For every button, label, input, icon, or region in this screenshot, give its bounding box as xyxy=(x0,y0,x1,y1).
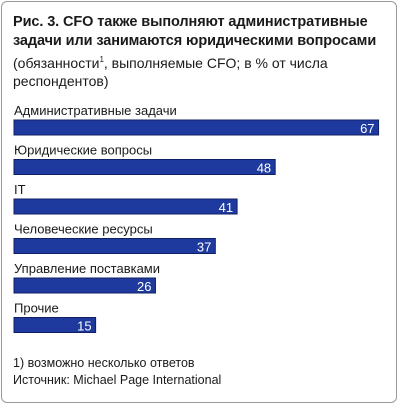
value-label: 37 xyxy=(197,240,211,255)
footnote: 1) возможно несколько ответов xyxy=(13,356,195,370)
value-label: 26 xyxy=(137,279,151,294)
value-label: 67 xyxy=(360,121,374,136)
category-label: Юридические вопросы xyxy=(14,143,152,158)
bar xyxy=(13,198,238,215)
chart-subtitle: (обязанности1, выполняемые CFO; в % от ч… xyxy=(13,51,388,90)
bar xyxy=(13,238,216,254)
source-note: Источник: Michael Page International xyxy=(13,373,222,387)
bar xyxy=(13,119,380,136)
chart-title: Рис. 3. CFO также выполняют администрати… xyxy=(13,14,377,49)
subtitle-before: (обязанности xyxy=(13,55,100,71)
category-label: Административные задачи xyxy=(14,103,177,118)
category-label: Человеческие ресурсы xyxy=(14,222,153,237)
subtitle-footnote-mark: 1 xyxy=(99,55,104,64)
category-label: IT xyxy=(14,182,26,197)
subtitle-after: , выполняемые CFO; в % от числа респонде… xyxy=(13,55,328,89)
value-label: 41 xyxy=(219,200,233,215)
value-label: 15 xyxy=(77,319,91,334)
bar xyxy=(13,317,97,333)
category-label: Прочие xyxy=(14,301,59,316)
bar xyxy=(13,159,276,175)
category-label: Управление поставками xyxy=(14,261,160,276)
value-label: 48 xyxy=(257,161,271,176)
bar xyxy=(13,277,156,294)
